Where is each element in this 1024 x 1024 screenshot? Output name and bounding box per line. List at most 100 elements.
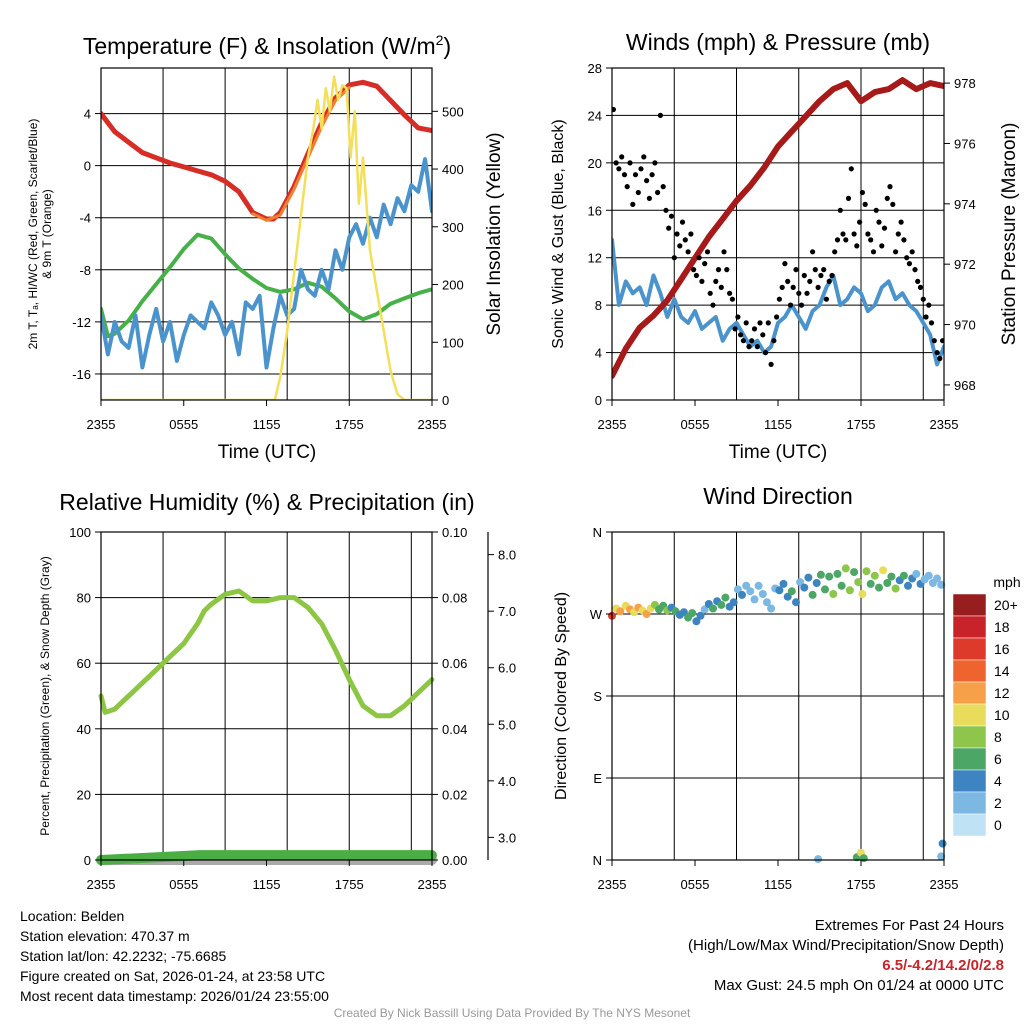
gust-point [937, 355, 943, 362]
x-tick-label: 2355 [418, 877, 447, 892]
gust-point [635, 189, 641, 196]
gust-point [749, 338, 755, 344]
series-precip [96, 850, 437, 865]
y2-axis-label: Solar Insolation (Yellow) [484, 132, 505, 335]
colorbar-swatch [952, 615, 987, 639]
direction-point [808, 590, 817, 599]
gust-point [901, 237, 907, 243]
gust-point [881, 225, 888, 231]
y2-tick-label: 976 [954, 136, 976, 151]
direction-point [679, 608, 688, 617]
gust-point [612, 106, 616, 113]
gust-point [884, 195, 890, 201]
y-tick-label: W [590, 607, 603, 622]
series-orange [251, 86, 351, 222]
gust-point [926, 302, 932, 308]
colorbar-label: 2 [994, 795, 1002, 811]
direction-point [796, 578, 805, 587]
direction-point [779, 579, 788, 588]
colorbar-label: 20+ [994, 597, 1018, 613]
gust-point [724, 267, 730, 273]
direction-point [688, 609, 697, 618]
y2-tick-label: 500 [442, 104, 464, 119]
gust-point [810, 249, 816, 255]
gust-point [868, 237, 874, 243]
gust-point [638, 166, 644, 172]
gust-point [829, 272, 835, 279]
y2-tick-label: 0 [442, 393, 449, 408]
gust-point [940, 338, 944, 344]
y-tick-label: -8 [79, 263, 91, 278]
direction-point [696, 611, 705, 620]
gust-point [928, 320, 935, 326]
y2-tick-label: 200 [442, 278, 464, 293]
y2-tick-label: 400 [442, 162, 464, 177]
gust-point [682, 237, 688, 243]
x-tick-label: 0555 [169, 877, 198, 892]
direction-point [904, 581, 912, 590]
y3-tick-label: 4.0 [498, 774, 516, 789]
colorbar-swatch [952, 637, 987, 661]
title-end: ) [443, 33, 451, 59]
chart-title: Temperature (F) & Insolation (W/m2) [83, 32, 451, 59]
gust-point [732, 326, 738, 332]
gust-point [721, 249, 727, 255]
humidity-panel: 100 80 60 40 20 0 0.10 0.08 0.06 0.04 0.02 0.00 8.0 7… [38, 489, 516, 892]
x-tick-label: 2355 [930, 877, 959, 892]
y2-tick-label: 974 [954, 197, 976, 212]
wind-direction-panel: N W S E N 2355 0555 1155 1755 2355 Wind Direction D… [553, 483, 958, 892]
y2-tick-label: 970 [954, 318, 976, 333]
gust-point [843, 237, 849, 243]
gust-point [923, 314, 929, 320]
plot-area [612, 68, 944, 400]
direction-point [642, 610, 651, 618]
y-tick-label: 12 [588, 251, 602, 266]
chart-title: Relative Humidity (%) & Precipitation (i… [59, 489, 474, 515]
y-axis-label: 2m T, Tₐ, HI/WC (Red, Green, Scarlet/Blu… [26, 119, 40, 350]
direction-point [883, 579, 892, 587]
gust-point [821, 267, 827, 273]
colorbar-swatch [952, 791, 987, 815]
direction-point [845, 586, 854, 595]
gust-point [632, 172, 639, 178]
gust-point [879, 243, 885, 249]
gust-point [823, 296, 830, 302]
gust-point [746, 344, 752, 350]
gust-point [779, 284, 785, 290]
gust-point [771, 338, 777, 344]
direction-point [787, 587, 796, 596]
gust-point [801, 272, 807, 279]
y3-tick-label: 8.0 [498, 548, 516, 563]
x-tick-label: 0555 [681, 877, 710, 892]
gust-point [876, 219, 882, 225]
gust-point [931, 338, 937, 344]
extremes-subtitle: (High/Low/Max Wind/Precipitation/Snow De… [688, 937, 1004, 954]
direction-point [866, 579, 875, 588]
title-main: Temperature (F) & Insolation (W/m [83, 33, 436, 59]
direction-point [758, 590, 767, 598]
colorbar-label: 18 [994, 619, 1010, 635]
direction-point [854, 578, 863, 587]
gust-point [873, 207, 879, 213]
gust-point [785, 278, 791, 284]
gust-point [812, 267, 818, 273]
gust-point [668, 213, 675, 219]
gust-point [790, 284, 796, 290]
gust-point [729, 296, 736, 302]
y-tick-label: 80 [77, 591, 91, 606]
series-yellow [101, 75, 432, 400]
gust-point [718, 284, 724, 290]
direction-point [783, 592, 792, 601]
gust-point [887, 184, 893, 190]
chart-title: Wind Direction [703, 483, 853, 509]
y2-tick-label: 0.06 [442, 656, 467, 671]
x-tick-label: 2355 [87, 417, 116, 432]
colorbar-label: 14 [994, 663, 1010, 679]
colorbar-swatch [952, 659, 987, 683]
direction-point [841, 564, 850, 573]
x-tick-label: 1755 [847, 417, 876, 432]
y-tick-label: 16 [588, 203, 602, 218]
y2-tick-label: 0.08 [442, 591, 467, 606]
x-tick-label: 1755 [335, 417, 364, 432]
direction-point [924, 571, 933, 580]
